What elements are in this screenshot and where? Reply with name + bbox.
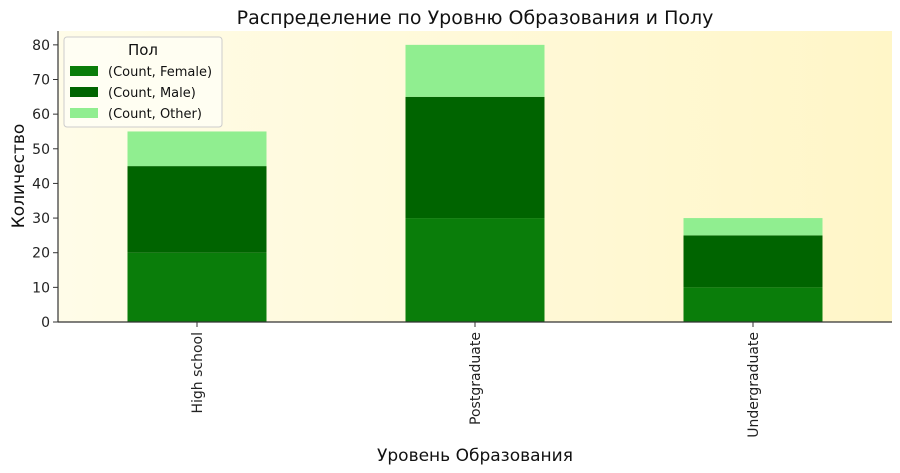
legend-swatch [70,108,98,118]
bar-high-school-series-0 [127,252,267,322]
chart-title: Распределение по Уровню Образования и По… [237,7,714,29]
legend-title: Пол [128,41,158,59]
bars-group [127,44,823,322]
y-axis-title: Количество [9,124,29,229]
legend: Пол (Count, Female)(Count, Male)(Count, … [63,36,223,128]
y-tick-label: 50 [32,142,50,158]
bar-postgraduate-series-2 [405,44,545,97]
legend-items: (Count, Female) (Count, Male) (Count, Othe… [70,65,212,122]
legend-box [63,36,223,128]
legend-swatch [70,87,98,97]
legend-label: (Count, Female) [108,65,212,80]
bar-postgraduate-series-1 [405,96,545,219]
legend-swatch [70,66,98,76]
bar-high-school-series-2 [127,131,267,167]
y-tick-label: 60 [32,107,50,123]
y-tick-label: 0 [41,315,50,331]
bar-undergraduate-series-0 [683,287,823,322]
bar-undergraduate-series-2 [683,218,823,236]
y-ticks: 0 10 20 30 40 50 60 70 80 [32,38,58,331]
bar-undergraduate-series-1 [683,235,823,288]
x-axis-title: Уровень Образования [377,446,573,466]
legend-label: (Count, Male) [108,86,196,101]
x-ticks: High school Postgraduate Undergraduate [190,322,762,438]
x-tick-label: Undergraduate [746,332,762,438]
y-tick-label: 30 [32,211,50,227]
y-tick-label: 40 [32,176,50,192]
x-tick-label: High school [190,332,206,414]
x-tick-label: Postgraduate [468,332,484,425]
y-tick-label: 10 [32,280,50,296]
y-tick-label: 20 [32,246,50,262]
legend-label: (Count, Other) [108,107,202,122]
bar-postgraduate-series-0 [405,218,545,322]
y-tick-label: 70 [32,73,50,89]
y-tick-label: 80 [32,38,50,54]
bar-high-school-series-1 [127,166,267,253]
